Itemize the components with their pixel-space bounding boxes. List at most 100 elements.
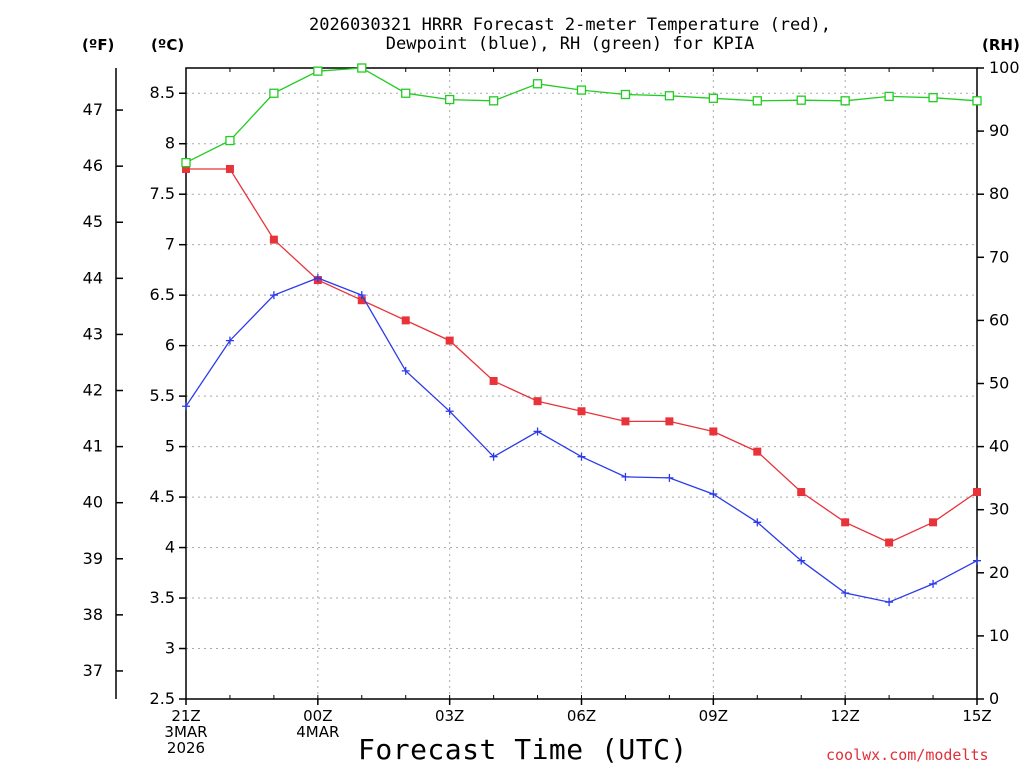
fahrenheit-tick-label: 42: [83, 381, 103, 400]
dewpoint-point: [973, 556, 981, 565]
dewpoint-point: [797, 556, 806, 565]
temperature-point: [401, 316, 410, 325]
temperature-point: [445, 336, 454, 345]
temperature-point: [973, 488, 981, 497]
gridlines: [186, 68, 977, 699]
celsius-tick-label: 8.5: [150, 83, 175, 102]
fahrenheit-tick-label: 45: [83, 212, 103, 231]
dewpoint-point: [489, 452, 498, 461]
x-tick-label: 4MAR: [296, 723, 339, 741]
temperature-point: [357, 296, 366, 305]
dewpoint-point: [753, 518, 762, 527]
x-tick-label: 15Z: [962, 707, 991, 725]
fahrenheit-tick-label: 37: [83, 661, 103, 680]
dewpoint-point: [841, 588, 850, 597]
fahrenheit-tick-label: 41: [83, 437, 103, 456]
celsius-tick-label: 3: [165, 639, 175, 658]
x-tick-label: 09Z: [699, 707, 728, 725]
fahrenheit-tick-label: 47: [83, 100, 103, 119]
celsius-tick-label: 5.5: [150, 386, 175, 405]
rh-line: [185, 67, 978, 164]
rh-point: [181, 157, 191, 168]
rh-point: [928, 93, 938, 103]
celsius-tick-label: 4: [165, 538, 175, 557]
temperature-point: [489, 376, 498, 385]
chart-title: 2026030321 HRRR Forecast 2-meter Tempera…: [230, 16, 910, 54]
celsius-tick-label: 8: [165, 134, 175, 153]
rh-point: [401, 88, 411, 98]
rh-tick-label: 100: [989, 58, 1020, 77]
celsius-tick-label: 7.5: [150, 184, 175, 203]
temperature-point: [182, 164, 190, 173]
dewpoint-point: [709, 490, 718, 499]
axes: 2.5 3 3.5 4 4.5 5 5.5 6 6.5 7 7.5 8 8.5 37 38 39 40 41 42 4…: [83, 58, 1020, 757]
rh-tick-label: 50: [989, 374, 1009, 393]
fahrenheit-tick-label: 38: [83, 605, 103, 624]
rh-tick-label: 80: [989, 184, 1009, 203]
rh-tick-label: 30: [989, 500, 1009, 519]
rh-tick-label: 20: [989, 563, 1009, 582]
rh-tick-label: 0: [989, 689, 999, 708]
fahrenheit-axis-unit: (ºF): [82, 36, 115, 54]
rh-point: [752, 96, 762, 106]
dewpoint-point: [269, 291, 278, 300]
x-tick-label: 12Z: [830, 707, 859, 725]
rh-point: [225, 135, 235, 146]
celsius-tick-label: 5: [165, 437, 175, 456]
temperature-point: [269, 235, 278, 244]
dewpoint-point: [225, 336, 234, 345]
temperature-point: [709, 427, 718, 436]
rh-point: [620, 89, 631, 100]
rh-axis-unit: (RH): [982, 36, 1020, 54]
chart-title-line-2: Dewpoint (blue), RH (green) for KPIA: [385, 34, 755, 54]
celsius-tick-label: 7: [165, 235, 175, 254]
dewpoint-point: [313, 273, 322, 282]
dewpoint-point: [929, 579, 938, 588]
fahrenheit-tick-label: 43: [83, 324, 103, 343]
x-tick-label: 2026: [167, 739, 205, 757]
temperature-point: [841, 518, 850, 527]
rh-point: [972, 96, 982, 106]
fahrenheit-tick-label: 40: [83, 493, 103, 512]
rh-point: [708, 93, 718, 103]
series-rh: [181, 63, 982, 168]
celsius-tick-label: 2.5: [150, 689, 175, 708]
dewpoint-point: [533, 427, 542, 436]
temperature-point: [577, 407, 586, 416]
credit-text: coolwx.com/modelts: [826, 746, 989, 764]
fahrenheit-tick-label: 46: [83, 156, 103, 175]
dewpoint-point: [445, 407, 454, 416]
dewpoint-point: [577, 452, 586, 461]
series-dewpoint: [182, 273, 981, 607]
temperature-point: [665, 417, 674, 426]
dewpoint-point: [665, 473, 674, 482]
celsius-tick-label: 3.5: [150, 588, 175, 607]
x-tick-label: 3MAR: [164, 723, 207, 741]
rh-tick-label: 10: [989, 626, 1009, 645]
temperature-point: [929, 518, 938, 527]
x-tick-label: 21Z: [171, 707, 200, 725]
temperature-point: [621, 417, 630, 426]
rh-point: [840, 96, 850, 106]
fahrenheit-tick-label: 44: [83, 268, 103, 287]
rh-point: [884, 91, 894, 102]
temperature-point: [225, 164, 234, 173]
temperature-point: [533, 397, 542, 406]
dewpoint-point: [182, 402, 190, 411]
rh-point: [445, 94, 455, 105]
rh-tick-label: 60: [989, 310, 1009, 329]
x-axis-label: Forecast Time (UTC): [358, 733, 688, 766]
rh-tick-label: 70: [989, 247, 1009, 266]
temperature-point: [753, 447, 762, 456]
celsius-tick-label: 6: [165, 336, 175, 355]
dewpoint-point: [357, 291, 366, 300]
fahrenheit-tick-label: 39: [83, 549, 103, 568]
x-tick-label: 03Z: [435, 707, 464, 725]
rh-point: [269, 88, 279, 98]
celsius-axis-unit: (ºC): [151, 36, 185, 54]
rh-tick-label: 40: [989, 437, 1009, 456]
plot-frame: [185, 67, 978, 700]
rh-point: [796, 95, 806, 105]
x-tick-label: 00Z: [303, 707, 332, 725]
rh-point: [488, 96, 499, 106]
